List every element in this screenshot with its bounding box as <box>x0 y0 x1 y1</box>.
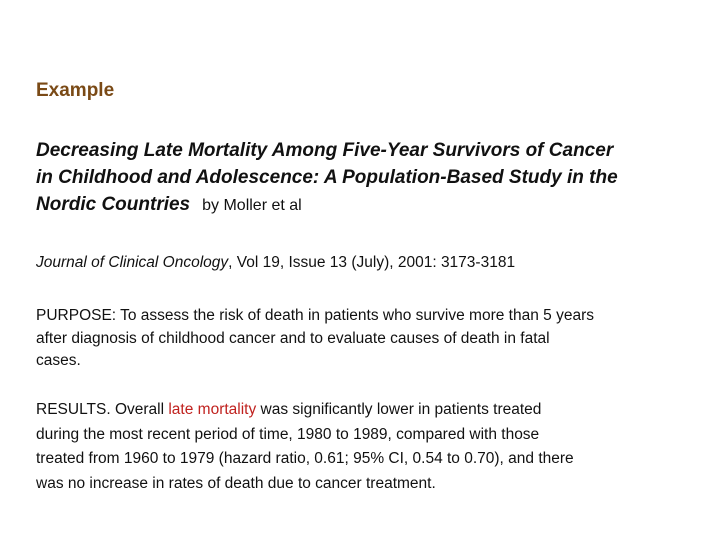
purpose-line: PURPOSE: To assess the risk of death in … <box>36 307 594 324</box>
journal-citation: Journal of Clinical Oncology, Vol 19, Is… <box>36 252 515 274</box>
purpose-line: cases. <box>36 352 81 369</box>
results-text: was significantly lower in patients trea… <box>256 401 542 418</box>
results-paragraph: RESULTS. Overall late mortality was sign… <box>36 398 574 496</box>
article-title: Decreasing Late Mortality Among Five-Yea… <box>36 137 696 219</box>
title-line: Decreasing Late Mortality Among Five-Yea… <box>36 140 614 161</box>
journal-name: Journal of Clinical Oncology <box>36 254 229 271</box>
purpose-paragraph: PURPOSE: To assess the risk of death in … <box>36 305 594 373</box>
title-line: in Childhood and Adolescence: A Populati… <box>36 167 618 188</box>
results-line: treated from 1960 to 1979 (hazard ratio,… <box>36 450 574 467</box>
slide-heading: Example <box>36 80 115 101</box>
title-line-text: Nordic Countries <box>36 194 191 215</box>
citation-details: , Vol 19, Issue 13 (July), 2001: 3173-31… <box>228 254 516 271</box>
results-line: was no increase in rates of death due to… <box>36 474 436 492</box>
author-byline: by Moller et al <box>202 197 302 214</box>
title-line-last: Nordic Countries by Moller et al <box>36 191 696 219</box>
purpose-line: after diagnosis of childhood cancer and … <box>36 329 550 347</box>
results-line: during the most recent period of time, 1… <box>36 425 540 443</box>
highlighted-term: late mortality <box>168 401 257 418</box>
results-text: RESULTS. Overall <box>36 401 169 418</box>
results-line: RESULTS. Overall late mortality was sign… <box>36 398 574 423</box>
